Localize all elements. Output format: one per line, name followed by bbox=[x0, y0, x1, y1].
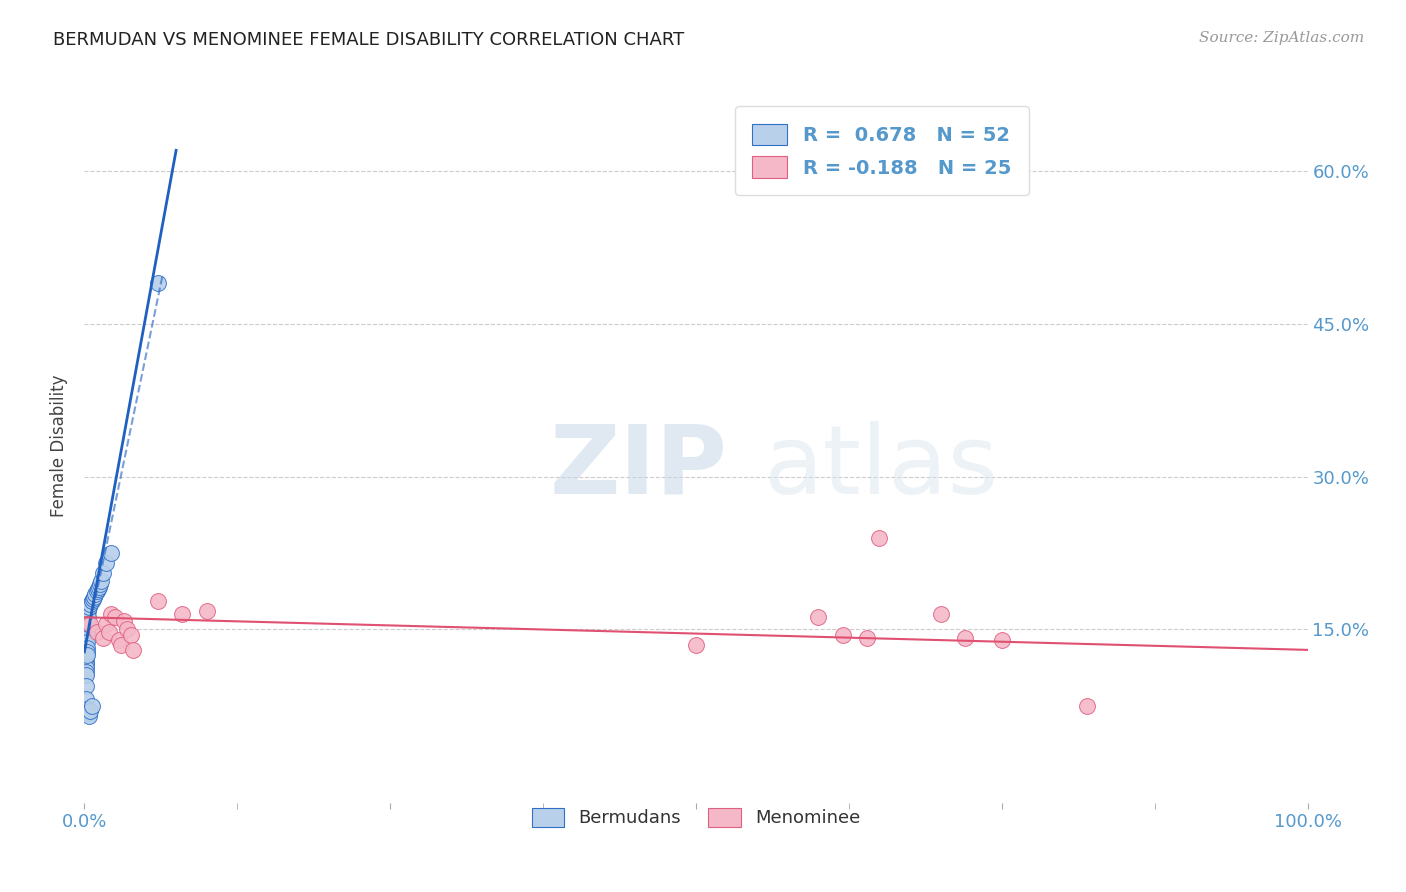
Point bbox=[77, 617, 100, 632]
Point bbox=[76, 634, 98, 648]
Point bbox=[75, 638, 97, 652]
Point bbox=[77, 610, 100, 624]
Text: atlas: atlas bbox=[763, 421, 998, 514]
Point bbox=[104, 610, 127, 624]
Point bbox=[84, 587, 107, 601]
Point bbox=[75, 668, 97, 682]
Point bbox=[146, 276, 169, 290]
Point bbox=[76, 645, 98, 659]
Point bbox=[856, 631, 879, 645]
Point bbox=[195, 604, 218, 618]
Point bbox=[76, 620, 98, 634]
Point bbox=[82, 591, 104, 606]
Point bbox=[115, 623, 138, 637]
Point bbox=[75, 645, 97, 659]
Point bbox=[76, 615, 98, 629]
Point bbox=[91, 566, 114, 581]
Point bbox=[100, 607, 122, 622]
Point bbox=[76, 640, 98, 655]
Point bbox=[77, 600, 100, 615]
Point bbox=[991, 632, 1014, 647]
Point bbox=[86, 583, 108, 598]
Point bbox=[929, 607, 952, 622]
Point bbox=[110, 638, 132, 652]
Point bbox=[86, 624, 108, 639]
Point bbox=[75, 632, 97, 647]
Point bbox=[79, 597, 101, 611]
Point bbox=[75, 661, 97, 675]
Point bbox=[80, 594, 103, 608]
Point bbox=[869, 531, 891, 545]
Legend: Bermudans, Menominee: Bermudans, Menominee bbox=[515, 791, 877, 844]
Point bbox=[685, 638, 707, 652]
Point bbox=[90, 574, 112, 588]
Y-axis label: Female Disability: Female Disability bbox=[51, 375, 69, 517]
Point bbox=[120, 627, 142, 641]
Point bbox=[75, 617, 97, 632]
Point bbox=[87, 582, 110, 596]
Point bbox=[75, 623, 97, 637]
Point bbox=[77, 706, 100, 720]
Point bbox=[112, 615, 135, 629]
Point bbox=[91, 631, 114, 645]
Point bbox=[953, 631, 976, 645]
Point bbox=[76, 610, 98, 624]
Point bbox=[79, 704, 101, 718]
Point bbox=[75, 631, 97, 645]
Point bbox=[1076, 698, 1098, 713]
Point bbox=[122, 643, 145, 657]
Point bbox=[75, 679, 97, 693]
Text: ZIP: ZIP bbox=[550, 421, 727, 514]
Point bbox=[79, 617, 101, 632]
Point bbox=[75, 627, 97, 641]
Point bbox=[77, 709, 100, 723]
Point bbox=[96, 556, 118, 570]
Point bbox=[76, 648, 98, 662]
Point bbox=[146, 594, 169, 608]
Point bbox=[75, 634, 97, 648]
Point bbox=[831, 627, 853, 641]
Point bbox=[75, 648, 97, 662]
Point bbox=[97, 624, 120, 639]
Point bbox=[75, 651, 97, 665]
Text: BERMUDAN VS MENOMINEE FEMALE DISABILITY CORRELATION CHART: BERMUDAN VS MENOMINEE FEMALE DISABILITY … bbox=[53, 31, 685, 49]
Point bbox=[100, 546, 122, 560]
Text: Source: ZipAtlas.com: Source: ZipAtlas.com bbox=[1198, 31, 1364, 45]
Point bbox=[107, 632, 129, 647]
Point bbox=[96, 617, 118, 632]
Point bbox=[172, 607, 194, 622]
Point bbox=[87, 580, 110, 594]
Point bbox=[80, 698, 103, 713]
Point bbox=[76, 627, 98, 641]
Point bbox=[75, 691, 97, 706]
Point bbox=[75, 665, 97, 680]
Point bbox=[76, 702, 98, 716]
Point bbox=[75, 658, 97, 673]
Point bbox=[83, 590, 105, 604]
Point bbox=[75, 643, 97, 657]
Point bbox=[76, 624, 98, 639]
Point bbox=[89, 576, 111, 591]
Point bbox=[77, 604, 100, 618]
Point bbox=[75, 640, 97, 654]
Point bbox=[807, 610, 830, 624]
Point bbox=[75, 624, 97, 639]
Point bbox=[75, 655, 97, 669]
